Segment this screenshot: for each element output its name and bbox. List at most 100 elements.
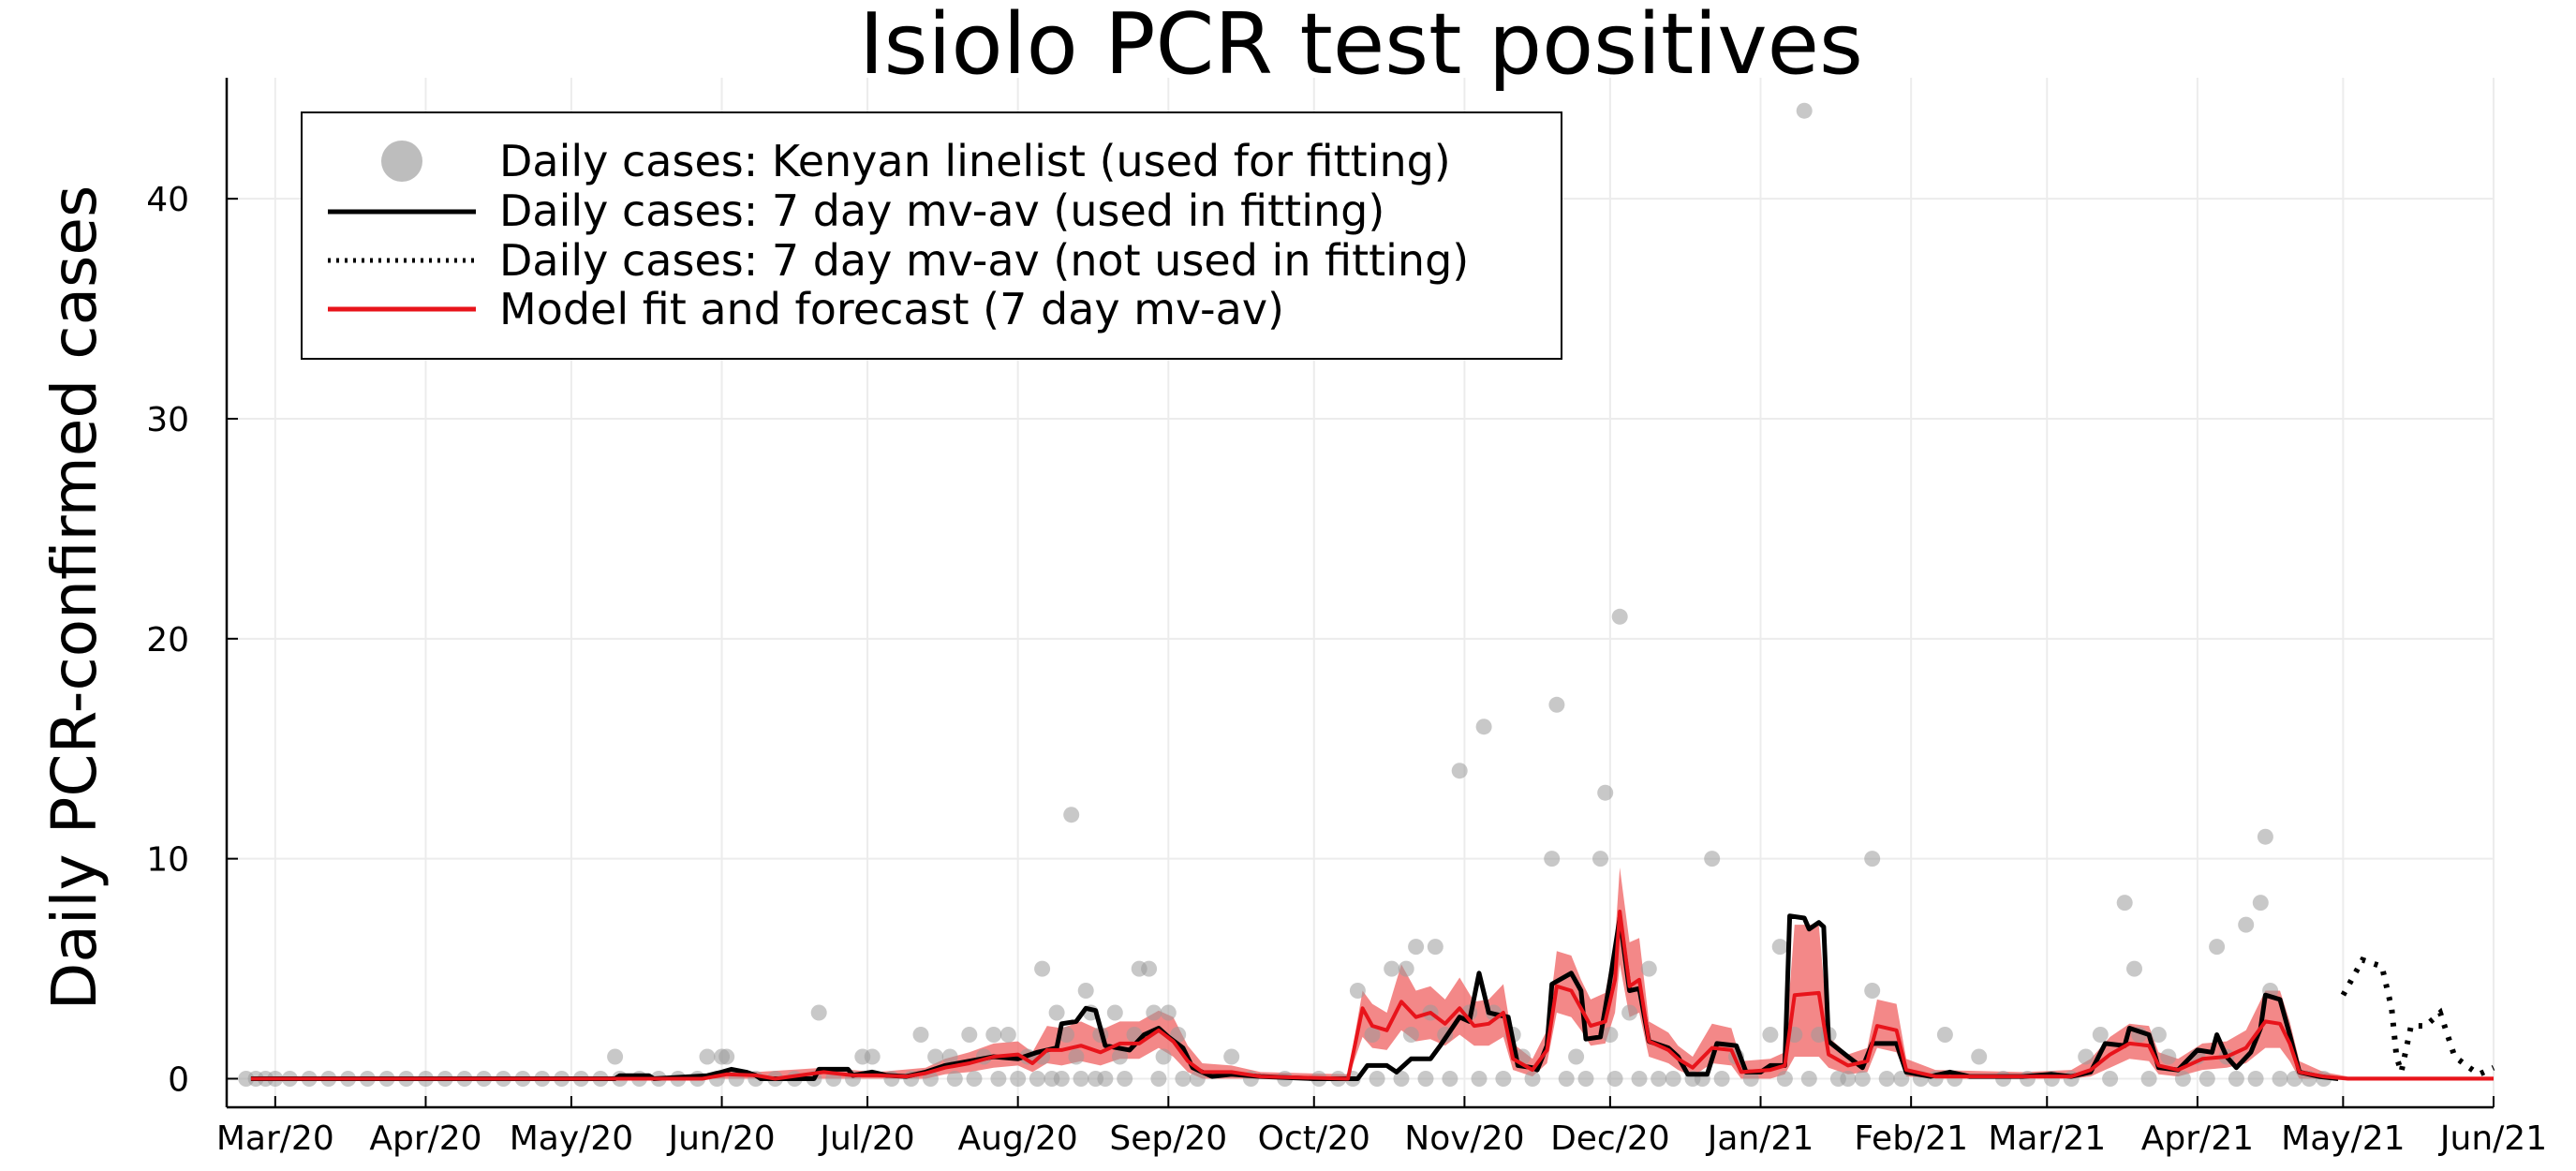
daily-case-point bbox=[927, 1048, 944, 1065]
daily-case-point bbox=[1417, 1071, 1434, 1087]
daily-case-point bbox=[1597, 784, 1614, 801]
daily-case-point bbox=[2257, 828, 2273, 845]
x-tick-label: May/21 bbox=[2281, 1119, 2405, 1158]
daily-case-point bbox=[2198, 1071, 2215, 1087]
daily-case-point bbox=[1631, 1071, 1648, 1087]
y-tick-label: 0 bbox=[168, 1060, 189, 1099]
daily-case-point bbox=[2238, 916, 2255, 933]
daily-case-point bbox=[999, 1027, 1016, 1043]
daily-case-point bbox=[1427, 939, 1443, 956]
mvav-fitted-line bbox=[250, 913, 2339, 1081]
x-tick-label: Jan/21 bbox=[1706, 1119, 1814, 1158]
daily-case-point bbox=[966, 1071, 983, 1087]
daily-case-point bbox=[2252, 895, 2269, 912]
daily-case-point bbox=[2228, 1071, 2244, 1087]
daily-case-point bbox=[2209, 939, 2226, 956]
legend: Daily cases: Kenyan linelist (used for f… bbox=[301, 111, 1562, 360]
x-tick-label: Mar/20 bbox=[216, 1119, 334, 1158]
daily-case-point bbox=[1451, 763, 1468, 779]
daily-case-point bbox=[1160, 1004, 1177, 1021]
daily-case-point bbox=[1602, 1027, 1619, 1043]
daily-case-point bbox=[1408, 939, 1425, 956]
x-tick-label: May/20 bbox=[510, 1119, 633, 1158]
daily-case-point bbox=[607, 1048, 624, 1065]
daily-case-point bbox=[946, 1071, 963, 1087]
daily-case-point bbox=[1611, 608, 1628, 625]
daily-case-point bbox=[2247, 1071, 2264, 1087]
daily-case-point bbox=[699, 1048, 716, 1065]
legend-label-unfitted: Daily cases: 7 day mv-av (not used in fi… bbox=[499, 235, 1469, 286]
daily-case-point bbox=[1393, 1071, 1410, 1087]
daily-case-point bbox=[1495, 1071, 1512, 1087]
x-tick-label: Dec/20 bbox=[1550, 1119, 1670, 1158]
model-uncertainty-band bbox=[250, 867, 2495, 1079]
daily-case-point bbox=[2092, 1027, 2109, 1043]
daily-case-point bbox=[1771, 939, 1788, 956]
daily-case-point bbox=[2150, 1027, 2167, 1043]
legend-box bbox=[301, 111, 1562, 360]
daily-case-point bbox=[1048, 1004, 1065, 1021]
daily-case-point bbox=[2287, 1071, 2302, 1087]
axes bbox=[225, 78, 2495, 1109]
daily-case-point bbox=[1010, 1071, 1027, 1087]
legend-label-model: Model fit and forecast (7 day mv-av) bbox=[499, 284, 1284, 334]
daily-case-point bbox=[1665, 1071, 1681, 1087]
daily-case-point bbox=[1369, 1071, 1385, 1087]
daily-case-point bbox=[1398, 960, 1414, 977]
daily-case-point bbox=[1742, 1071, 1759, 1087]
daily-case-point bbox=[2078, 1048, 2095, 1065]
daily-case-point bbox=[1936, 1027, 1953, 1043]
daily-case-point bbox=[1864, 851, 1881, 867]
x-tick-label: Jun/21 bbox=[2438, 1119, 2547, 1158]
daily-case-point bbox=[1150, 1071, 1167, 1087]
uncertainty-band bbox=[250, 867, 2495, 1079]
x-tick-label: Feb/21 bbox=[1854, 1119, 1968, 1158]
daily-case-point bbox=[1800, 1071, 1817, 1087]
daily-case-point bbox=[985, 1027, 1002, 1043]
x-tick-label: Aug/20 bbox=[958, 1119, 1078, 1158]
y-tick-label: 20 bbox=[146, 621, 189, 660]
daily-case-point bbox=[2140, 1071, 2157, 1087]
daily-case-point bbox=[1592, 851, 1608, 867]
daily-case-point bbox=[1558, 1071, 1575, 1087]
daily-case-point bbox=[912, 1027, 929, 1043]
x-tick-label: Sep/20 bbox=[1109, 1119, 1227, 1158]
daily-case-point bbox=[1864, 983, 1881, 999]
daily-case-point bbox=[2160, 1048, 2177, 1065]
daily-case-point bbox=[1796, 102, 1813, 119]
daily-case-point bbox=[1106, 1004, 1123, 1021]
daily-case-point bbox=[1146, 1004, 1162, 1021]
daily-case-point bbox=[1189, 1071, 1206, 1087]
daily-case-point bbox=[718, 1048, 735, 1065]
daily-case-point bbox=[810, 1004, 827, 1021]
daily-case-point bbox=[1568, 1048, 1585, 1065]
x-tick-label: Oct/20 bbox=[1258, 1119, 1370, 1158]
mvav-unfitted-line bbox=[2340, 956, 2495, 1084]
series-lines bbox=[250, 910, 2495, 1084]
daily-case-point bbox=[1117, 1071, 1133, 1087]
y-tick-label: 40 bbox=[146, 181, 189, 219]
daily-case-point bbox=[1402, 1027, 1419, 1043]
x-tick-label: Jun/20 bbox=[666, 1119, 775, 1158]
daily-case-point bbox=[1077, 983, 1094, 999]
daily-case-point bbox=[1640, 960, 1657, 977]
legend-label-fitted: Daily cases: 7 day mv-av (used in fittin… bbox=[499, 185, 1384, 236]
daily-case-point bbox=[1524, 1071, 1541, 1087]
daily-case-point bbox=[990, 1071, 1007, 1087]
daily-case-point bbox=[1893, 1071, 1910, 1087]
model-fit-line bbox=[250, 910, 2494, 1081]
daily-case-point bbox=[1053, 1071, 1070, 1087]
daily-case-point bbox=[1854, 1071, 1871, 1087]
daily-case-point bbox=[1442, 1071, 1458, 1087]
daily-case-point bbox=[1544, 851, 1561, 867]
daily-case-point bbox=[1776, 1071, 1793, 1087]
daily-case-point bbox=[1384, 960, 1400, 977]
legend-label-points: Daily cases: Kenyan linelist (used for f… bbox=[499, 136, 1451, 186]
daily-case-point bbox=[2174, 1071, 2191, 1087]
daily-case-point bbox=[1097, 1071, 1114, 1087]
y-tick-label: 30 bbox=[146, 401, 189, 439]
daily-case-point bbox=[1471, 1071, 1488, 1087]
daily-case-point bbox=[1704, 851, 1721, 867]
daily-case-point bbox=[2116, 895, 2133, 912]
